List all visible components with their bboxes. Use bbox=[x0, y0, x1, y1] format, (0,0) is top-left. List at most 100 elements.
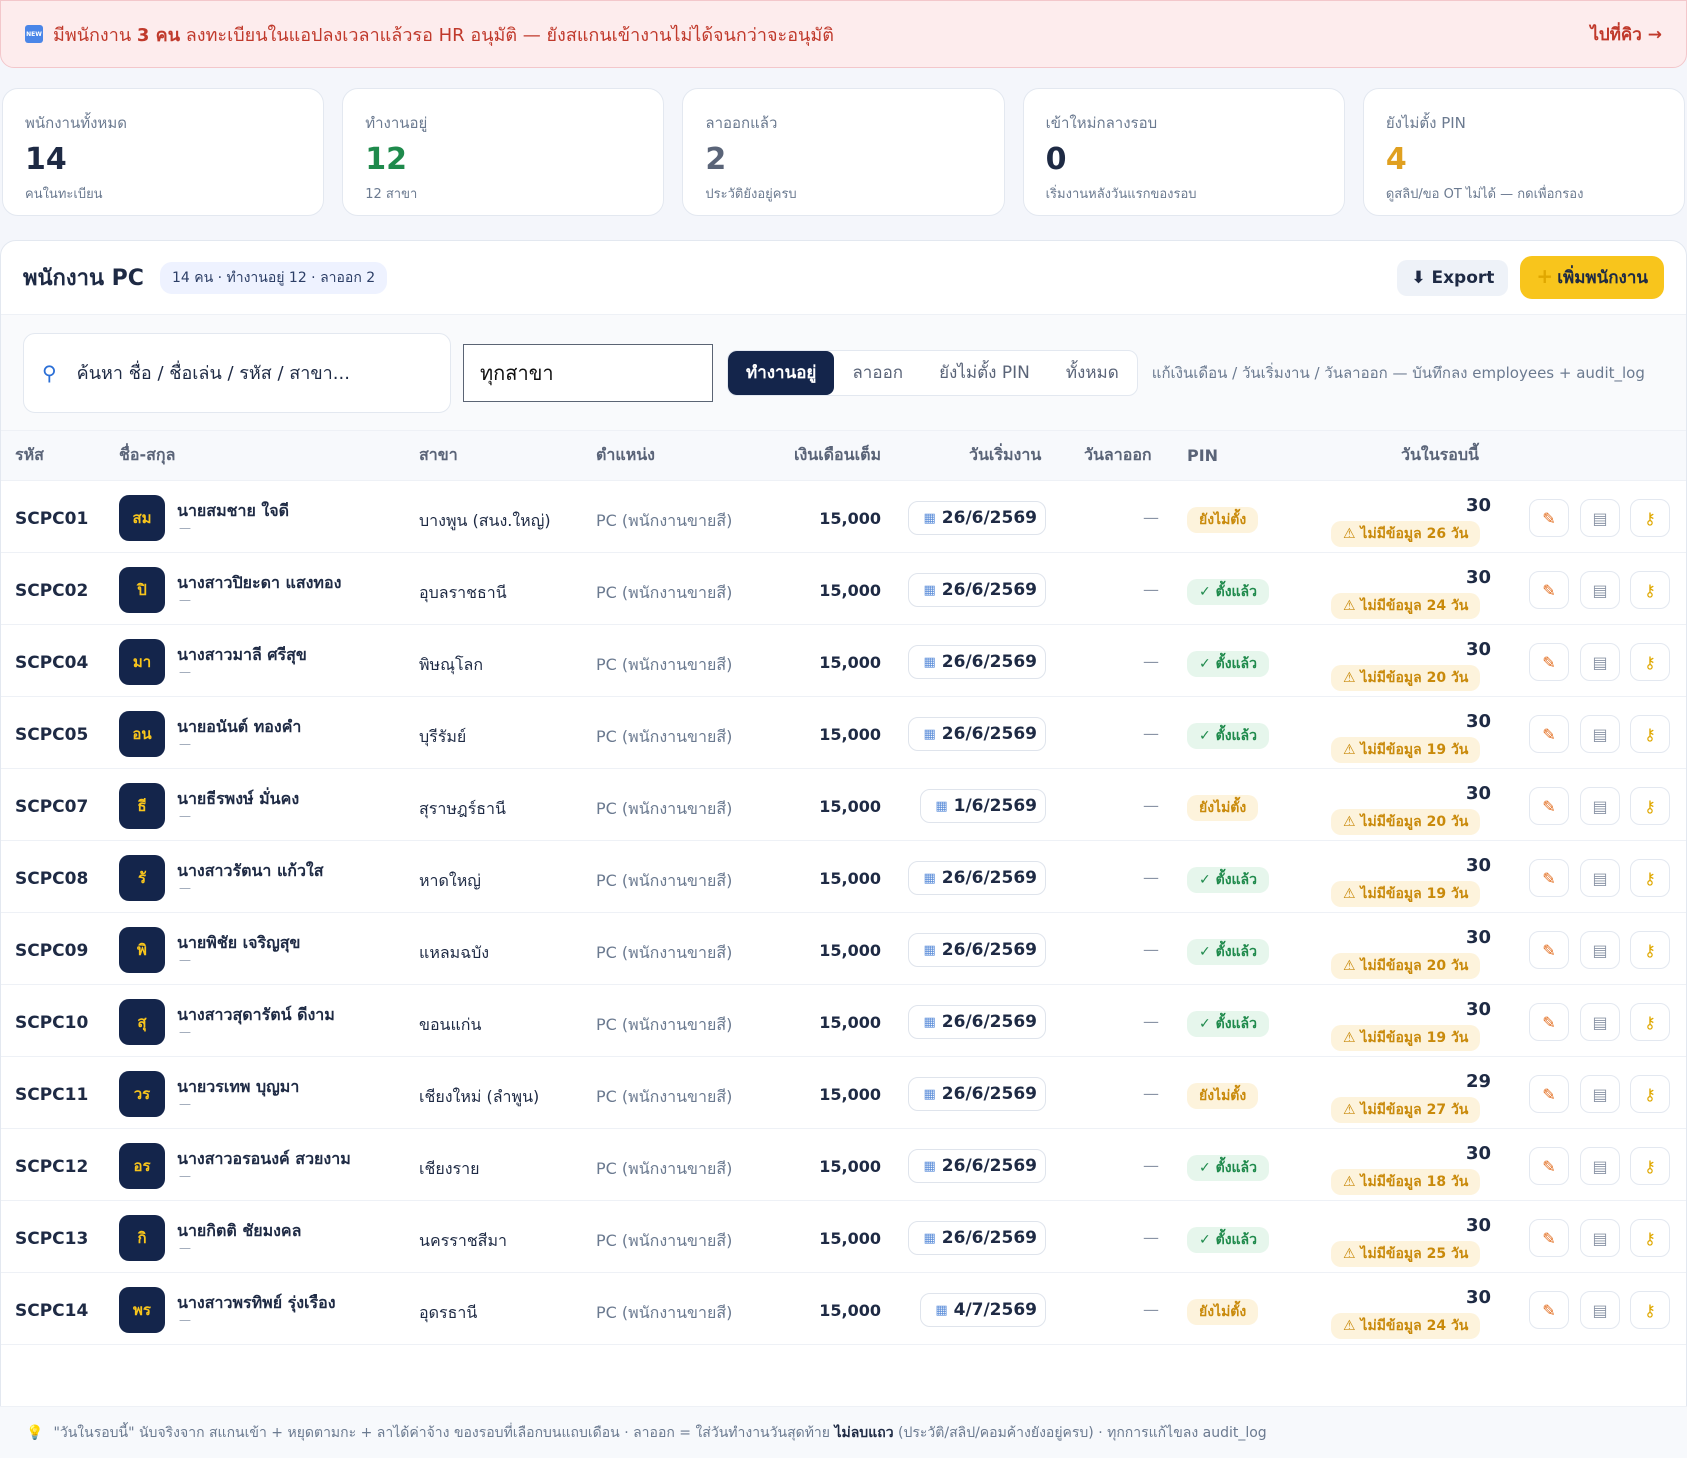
column-header[interactable]: วันในรอบนี้ bbox=[1401, 445, 1479, 464]
reset-pin-button[interactable]: ⚷ bbox=[1630, 1291, 1670, 1329]
payslip-button[interactable]: ▤ bbox=[1580, 931, 1620, 969]
column-header[interactable]: วันเริ่มงาน bbox=[969, 445, 1042, 464]
edit-button[interactable]: ✎ bbox=[1529, 1291, 1569, 1329]
payslip-button[interactable]: ▤ bbox=[1580, 859, 1620, 897]
start-date-button[interactable]: ▦ 26/6/2569 bbox=[908, 573, 1046, 607]
stat-value: 4 bbox=[1385, 142, 1407, 177]
edit-button[interactable]: ✎ bbox=[1529, 787, 1569, 825]
edit-button[interactable]: ✎ bbox=[1529, 643, 1569, 681]
employee-position: PC (พนักงานขายสี) bbox=[596, 1231, 733, 1250]
edit-button[interactable]: ✎ bbox=[1529, 931, 1569, 969]
pencil-icon: ✎ bbox=[1542, 1300, 1556, 1320]
add-employee-button[interactable]: + เพิ่มพนักงาน bbox=[1520, 256, 1664, 299]
payslip-button[interactable]: ▤ bbox=[1580, 1147, 1620, 1185]
start-date-button[interactable]: ▦ 26/6/2569 bbox=[908, 501, 1046, 535]
leave-date: — bbox=[1143, 940, 1159, 959]
reset-pin-button[interactable]: ⚷ bbox=[1630, 1219, 1670, 1257]
column-header[interactable]: เงินเดือนเต็ม bbox=[793, 445, 881, 464]
start-date-button[interactable]: ▦ 26/6/2569 bbox=[908, 1077, 1046, 1111]
edit-button[interactable]: ✎ bbox=[1529, 571, 1569, 609]
reset-pin-button[interactable]: ⚷ bbox=[1630, 787, 1670, 825]
status-tab[interactable]: ทั้งหมด bbox=[1065, 363, 1119, 383]
leave-date: — bbox=[1143, 508, 1159, 527]
payslip-button[interactable]: ▤ bbox=[1580, 787, 1620, 825]
employee-position: PC (พนักงานขายสี) bbox=[596, 511, 733, 530]
start-date-button[interactable]: ▦ 26/6/2569 bbox=[908, 717, 1046, 751]
status-tab[interactable]: ลาออก bbox=[852, 363, 904, 383]
column-header[interactable]: สาขา bbox=[419, 445, 458, 464]
key-icon: ⚷ bbox=[1644, 652, 1656, 672]
column-header[interactable]: ชื่อ-สกุล bbox=[119, 445, 176, 464]
payslip-button[interactable]: ▤ bbox=[1580, 1291, 1620, 1329]
start-date-button[interactable]: ▦ 26/6/2569 bbox=[908, 1221, 1046, 1255]
payslip-button[interactable]: ▤ bbox=[1580, 1003, 1620, 1041]
employee-position: PC (พนักงานขายสี) bbox=[596, 1015, 733, 1034]
start-date-button[interactable]: ▦ 26/6/2569 bbox=[908, 933, 1046, 967]
reset-pin-button[interactable]: ⚷ bbox=[1630, 571, 1670, 609]
employee-code: SCPC09 bbox=[15, 941, 89, 961]
document-icon: ▤ bbox=[1592, 580, 1608, 600]
reset-pin-button[interactable]: ⚷ bbox=[1630, 859, 1670, 897]
edit-button[interactable]: ✎ bbox=[1529, 499, 1569, 537]
employee-branch: เชียงราย bbox=[419, 1159, 480, 1178]
leave-date: — bbox=[1143, 796, 1159, 815]
footer-text: "วันในรอบนี้" นับจริงจาก สแกนเข้า + หยุด… bbox=[53, 1424, 1267, 1441]
employee-position: PC (พนักงานขายสี) bbox=[596, 799, 733, 818]
employee-name: นางสาวปิยะดา แสงทอง bbox=[177, 573, 342, 592]
calendar-icon: ▦ bbox=[935, 1302, 948, 1318]
reset-pin-button[interactable]: ⚷ bbox=[1630, 1147, 1670, 1185]
reset-pin-button[interactable]: ⚷ bbox=[1630, 1003, 1670, 1041]
start-date-button[interactable]: ▦ 1/6/2569 bbox=[920, 789, 1046, 823]
status-tab[interactable]: ยังไม่ตั้ง PIN bbox=[939, 363, 1030, 383]
stat-card[interactable]: ยังไม่ตั้ง PIN 4 ดูสลิป/ขอ OT ไม่ได้ — ก… bbox=[1362, 88, 1686, 216]
column-header[interactable]: ตำแหน่ง bbox=[596, 445, 655, 464]
edit-button[interactable]: ✎ bbox=[1529, 1003, 1569, 1041]
employee-nickname: — bbox=[179, 737, 191, 751]
reset-pin-button[interactable]: ⚷ bbox=[1630, 1075, 1670, 1113]
leave-date: — bbox=[1143, 724, 1159, 743]
column-header[interactable]: รหัส bbox=[15, 445, 44, 464]
edit-button[interactable]: ✎ bbox=[1529, 1147, 1569, 1185]
payslip-button[interactable]: ▤ bbox=[1580, 643, 1620, 681]
employee-salary: 15,000 bbox=[819, 725, 881, 744]
start-date-button[interactable]: ▦ 26/6/2569 bbox=[908, 645, 1046, 679]
reset-pin-button[interactable]: ⚷ bbox=[1630, 499, 1670, 537]
column-header[interactable]: วันลาออก bbox=[1084, 445, 1152, 464]
export-button[interactable]: ⬇ Export bbox=[1397, 259, 1509, 296]
edit-button[interactable]: ✎ bbox=[1529, 1075, 1569, 1113]
edit-hint: แก้เงินเดือน / วันเริ่มงาน / วันลาออก — … bbox=[1151, 363, 1645, 382]
employee-code: SCPC14 bbox=[15, 1301, 89, 1321]
reset-pin-button[interactable]: ⚷ bbox=[1630, 715, 1670, 753]
pin-status-badge: ยังไม่ตั้ง bbox=[1187, 507, 1259, 533]
reset-pin-button[interactable]: ⚷ bbox=[1630, 643, 1670, 681]
avatar: ปิ bbox=[119, 567, 165, 613]
edit-button[interactable]: ✎ bbox=[1529, 859, 1569, 897]
status-tab[interactable]: ทำงานอยู่ bbox=[728, 350, 835, 395]
pin-status-badge: ✓ ตั้งแล้ว bbox=[1187, 723, 1269, 749]
payslip-button[interactable]: ▤ bbox=[1580, 499, 1620, 537]
column-header[interactable]: PIN bbox=[1187, 446, 1219, 465]
pin-status-badge: ยังไม่ตั้ง bbox=[1187, 795, 1259, 821]
go-to-queue-link[interactable]: ไปที่คิว → bbox=[1590, 24, 1662, 45]
employee-nickname: — bbox=[179, 1313, 191, 1327]
calendar-icon: ▦ bbox=[923, 870, 936, 886]
table-row: SCPC13 กิ นายกิตติ ชัยมงคล — นครราชสีมา … bbox=[1, 1201, 1686, 1273]
employee-salary: 15,000 bbox=[819, 1013, 881, 1032]
start-date-button[interactable]: ▦ 26/6/2569 bbox=[908, 861, 1046, 895]
edit-button[interactable]: ✎ bbox=[1529, 1219, 1569, 1257]
employee-name: นางสาวมาลี ศรีสุข bbox=[177, 645, 307, 664]
table-row: SCPC14 พร นางสาวพรทิพย์ รุ่งเรือง — อุดร… bbox=[1, 1273, 1686, 1345]
payslip-button[interactable]: ▤ bbox=[1580, 715, 1620, 753]
start-date-button[interactable]: ▦ 26/6/2569 bbox=[908, 1005, 1046, 1039]
search-input[interactable]: ⚲ ค้นหา ชื่อ / ชื่อเล่น / รหัส / สาขา... bbox=[23, 332, 451, 413]
reset-pin-button[interactable]: ⚷ bbox=[1630, 931, 1670, 969]
table-header: รหัส ชื่อ-สกุล สาขา ตำแหน่ง เงินเดือนเต็ม วัน… bbox=[1, 431, 1686, 481]
payslip-button[interactable]: ▤ bbox=[1580, 1075, 1620, 1113]
start-date-button[interactable]: ▦ 4/7/2569 bbox=[920, 1293, 1046, 1327]
payslip-button[interactable]: ▤ bbox=[1580, 1219, 1620, 1257]
edit-button[interactable]: ✎ bbox=[1529, 715, 1569, 753]
start-date-button[interactable]: ▦ 26/6/2569 bbox=[908, 1149, 1046, 1183]
employee-code: SCPC07 bbox=[15, 797, 89, 817]
branch-select[interactable]: ทุกสาขา bbox=[463, 343, 713, 402]
payslip-button[interactable]: ▤ bbox=[1580, 571, 1620, 609]
